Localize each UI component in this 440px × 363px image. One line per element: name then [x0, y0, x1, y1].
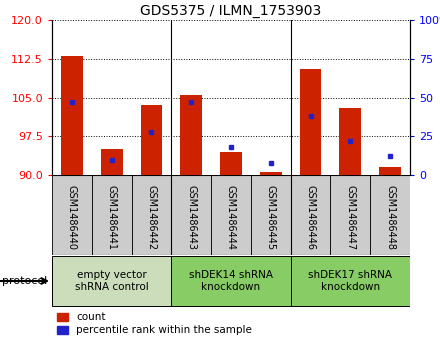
Bar — [339, 108, 361, 175]
Title: GDS5375 / ILMN_1753903: GDS5375 / ILMN_1753903 — [140, 4, 322, 17]
Bar — [180, 95, 202, 175]
Text: GSM1486445: GSM1486445 — [266, 185, 276, 250]
Text: shDEK17 shRNA
knockdown: shDEK17 shRNA knockdown — [308, 270, 392, 292]
Bar — [260, 172, 282, 175]
Text: GSM1486446: GSM1486446 — [305, 185, 315, 250]
Bar — [379, 167, 401, 175]
Text: empty vector
shRNA control: empty vector shRNA control — [75, 270, 149, 292]
Bar — [330, 175, 370, 255]
Text: GSM1486440: GSM1486440 — [67, 185, 77, 250]
Bar — [171, 256, 291, 306]
Bar — [132, 175, 171, 255]
Text: GSM1486441: GSM1486441 — [106, 185, 117, 250]
Bar — [220, 152, 242, 175]
Text: protocol: protocol — [2, 276, 48, 286]
Bar — [370, 175, 410, 255]
Bar — [52, 256, 171, 306]
Text: GSM1486448: GSM1486448 — [385, 185, 395, 250]
Bar — [52, 175, 92, 255]
Bar — [171, 175, 211, 255]
Bar — [92, 175, 132, 255]
Bar — [211, 175, 251, 255]
Text: GSM1486443: GSM1486443 — [186, 185, 196, 250]
Bar — [140, 105, 162, 175]
Text: GSM1486444: GSM1486444 — [226, 185, 236, 250]
Legend: count, percentile rank within the sample: count, percentile rank within the sample — [57, 312, 252, 335]
Bar — [300, 69, 322, 175]
Bar — [291, 256, 410, 306]
Bar — [61, 56, 83, 175]
Text: GSM1486447: GSM1486447 — [345, 185, 356, 250]
Text: shDEK14 shRNA
knockdown: shDEK14 shRNA knockdown — [189, 270, 273, 292]
Bar — [291, 175, 330, 255]
Text: GSM1486442: GSM1486442 — [147, 185, 157, 250]
Bar — [251, 175, 291, 255]
Bar — [101, 149, 123, 175]
